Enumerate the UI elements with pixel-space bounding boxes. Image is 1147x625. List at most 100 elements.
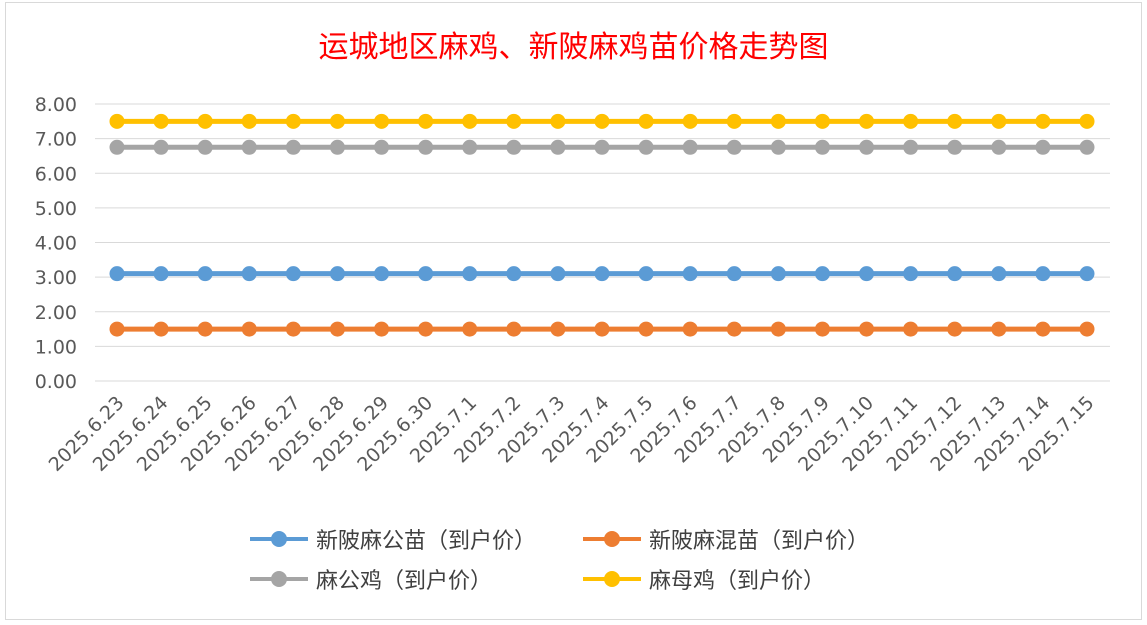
data-point: [418, 139, 434, 155]
data-point: [814, 266, 830, 282]
data-point: [638, 139, 654, 155]
data-point: [285, 266, 301, 282]
data-point: [726, 139, 742, 155]
data-point: [594, 113, 610, 129]
data-point: [682, 266, 698, 282]
data-point: [109, 139, 125, 155]
data-point: [1035, 266, 1051, 282]
y-tick-label: 4.00: [35, 233, 77, 255]
data-point: [991, 321, 1007, 337]
data-point: [550, 266, 566, 282]
data-point: [770, 113, 786, 129]
y-tick-label: 6.00: [35, 163, 77, 185]
data-point: [903, 139, 919, 155]
data-point: [197, 321, 213, 337]
data-point: [153, 113, 169, 129]
data-point: [638, 266, 654, 282]
data-point: [329, 139, 345, 155]
legend-marker-icon: [250, 529, 308, 549]
data-point: [241, 113, 257, 129]
legend-dot-swatch: [604, 531, 620, 547]
data-point: [682, 321, 698, 337]
data-point: [418, 113, 434, 129]
data-point: [947, 139, 963, 155]
data-point: [109, 321, 125, 337]
data-point: [770, 321, 786, 337]
data-point: [462, 139, 478, 155]
y-tick-label: 7.00: [35, 129, 77, 151]
data-point: [638, 113, 654, 129]
legend-dot-swatch: [604, 571, 620, 587]
data-point: [241, 321, 257, 337]
y-tick-label: 3.00: [35, 267, 77, 289]
legend-marker-icon: [583, 569, 641, 589]
chart-frame: [5, 2, 1142, 620]
data-point: [329, 266, 345, 282]
data-point: [1035, 321, 1051, 337]
data-point: [947, 321, 963, 337]
data-point: [153, 139, 169, 155]
legend-dot-swatch: [271, 571, 287, 587]
data-point: [814, 321, 830, 337]
data-point: [506, 139, 522, 155]
data-point: [374, 139, 390, 155]
data-point: [594, 321, 610, 337]
legend-item-3: 麻母鸡（到户价）: [583, 565, 825, 594]
legend-item-0: 新陂麻公苗（到户价）: [250, 525, 536, 554]
data-point: [285, 321, 301, 337]
data-point: [947, 266, 963, 282]
data-point: [1035, 113, 1051, 129]
data-point: [814, 139, 830, 155]
legend-label: 新陂麻混苗（到户价）: [649, 529, 870, 554]
y-tick-label: 5.00: [35, 198, 77, 220]
data-point: [594, 266, 610, 282]
data-point: [903, 266, 919, 282]
data-point: [682, 113, 698, 129]
data-point: [374, 321, 390, 337]
data-point: [462, 321, 478, 337]
data-point: [726, 266, 742, 282]
data-point: [903, 321, 919, 337]
data-point: [153, 321, 169, 337]
data-point: [153, 266, 169, 282]
data-point: [197, 113, 213, 129]
data-point: [197, 139, 213, 155]
data-point: [991, 266, 1007, 282]
legend-marker-icon: [250, 569, 308, 589]
data-point: [285, 139, 301, 155]
data-point: [991, 113, 1007, 129]
data-point: [109, 113, 125, 129]
data-point: [550, 113, 566, 129]
data-point: [418, 266, 434, 282]
data-point: [462, 266, 478, 282]
data-point: [374, 266, 390, 282]
y-tick-label: 2.00: [35, 302, 77, 324]
data-point: [991, 139, 1007, 155]
data-point: [770, 266, 786, 282]
data-point: [329, 113, 345, 129]
legend-item-2: 麻公鸡（到户价）: [250, 565, 493, 594]
data-point: [638, 321, 654, 337]
data-point: [1079, 321, 1095, 337]
data-point: [374, 113, 390, 129]
legend-label: 麻公鸡（到户价）: [316, 569, 493, 594]
data-point: [594, 139, 610, 155]
legend-dot-swatch: [271, 531, 287, 547]
data-point: [285, 113, 301, 129]
data-point: [241, 266, 257, 282]
data-point: [506, 266, 522, 282]
y-tick-label: 8.00: [35, 94, 77, 116]
data-point: [726, 113, 742, 129]
data-point: [197, 266, 213, 282]
data-point: [241, 139, 257, 155]
data-point: [506, 321, 522, 337]
data-point: [418, 321, 434, 337]
data-point: [550, 321, 566, 337]
y-tick-label: 0.00: [35, 371, 77, 393]
data-point: [947, 113, 963, 129]
data-point: [329, 321, 345, 337]
data-point: [726, 321, 742, 337]
data-point: [814, 113, 830, 129]
data-point: [1079, 139, 1095, 155]
